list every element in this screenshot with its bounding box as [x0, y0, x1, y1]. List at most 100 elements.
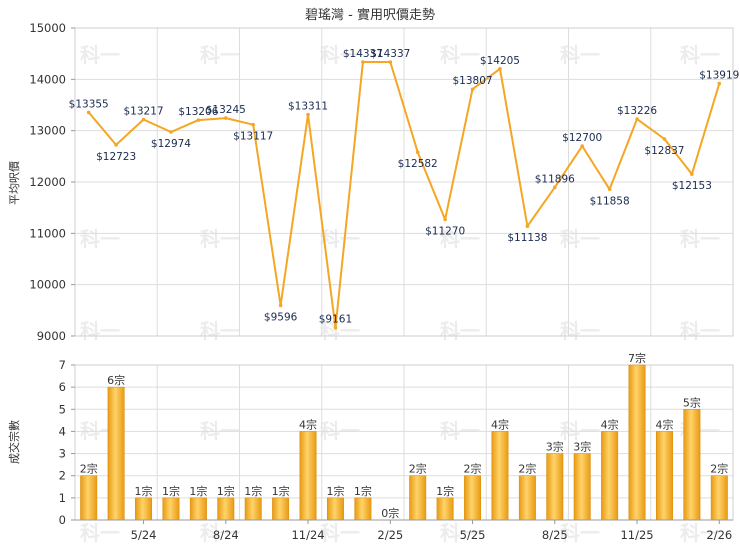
- watermark-text: 科一: [200, 319, 240, 343]
- bar-data-label: 2宗: [518, 462, 536, 476]
- watermark-text: 科一: [200, 521, 240, 545]
- bar-data-label: 1宗: [162, 484, 180, 498]
- watermark-text: 科一: [440, 227, 480, 251]
- watermark-text: 科一: [200, 227, 240, 251]
- watermark-text: 科一: [80, 227, 120, 251]
- line-data-label: $13206: [178, 106, 218, 118]
- volume-bar: [518, 475, 536, 521]
- line-data-label: $12582: [398, 158, 438, 170]
- price-point: [86, 110, 91, 115]
- bar-data-label: 1宗: [135, 484, 153, 498]
- price-point: [662, 137, 667, 141]
- watermark-text: 科一: [560, 319, 600, 343]
- price-point: [223, 116, 228, 120]
- volume-bar: [546, 453, 564, 521]
- line-data-label: $13245: [206, 104, 246, 116]
- bar-data-label: 4宗: [601, 417, 619, 431]
- axes: 9000 10000 11000 12000 13000 14000 15000 0 1 2 3 4 5…: [29, 21, 733, 542]
- bar-data-label: 4宗: [299, 417, 317, 431]
- price-point: [196, 118, 201, 122]
- price-point: [552, 185, 557, 190]
- price-line: [87, 61, 721, 329]
- volume-bar: [464, 475, 482, 521]
- chart-title: 碧瑤灣 - 實用呎價走勢: [305, 7, 435, 23]
- line-data-label: $11896: [535, 173, 575, 185]
- price-point: [251, 122, 256, 127]
- price-point: [361, 60, 365, 64]
- volume-bar: [80, 475, 98, 521]
- watermark-text: 科一: [80, 521, 120, 545]
- line-y-tick-label: 9000: [37, 329, 66, 343]
- watermark-text: 科一: [440, 521, 480, 545]
- bar-y-tick-label: 0: [59, 513, 66, 527]
- line-data-label: $12723: [96, 151, 136, 163]
- line-data-label: $13217: [123, 106, 163, 118]
- volume-bar: [107, 386, 125, 521]
- bar-data-label: 5宗: [683, 395, 701, 409]
- watermark-text: 科一: [680, 521, 720, 545]
- bar-data-label: 1宗: [189, 484, 207, 498]
- line-chart-grid: [74, 27, 734, 337]
- bar-data-label: 1宗: [272, 484, 290, 498]
- volume-bar: [135, 497, 153, 521]
- watermark-text: 科一: [80, 319, 120, 343]
- watermark-text: 科一: [680, 43, 720, 67]
- line-data-label: $9596: [264, 311, 298, 323]
- volume-bar: [272, 497, 290, 521]
- bar-y-axis-label: 成交宗數: [7, 420, 21, 464]
- volume-bar: [683, 409, 701, 521]
- watermark-text: 科一: [680, 319, 720, 343]
- bar-data-label: 1宗: [217, 484, 235, 498]
- volume-bar: [244, 497, 262, 521]
- watermark-text: 科一: [560, 43, 600, 67]
- x-tick-label: 8/24: [213, 528, 239, 542]
- watermark-text: 科一: [320, 521, 360, 545]
- watermark-text: 科一: [80, 43, 120, 67]
- bar-y-tick-label: 7: [59, 358, 66, 372]
- bar-data-label: 1宗: [244, 484, 262, 498]
- line-data-label: $14337: [370, 48, 410, 60]
- watermark-text: 科一: [680, 227, 720, 251]
- volume-bar: [162, 497, 180, 521]
- bar-data-label: 2宗: [80, 462, 98, 476]
- volume-bar: [710, 475, 728, 521]
- line-y-tick-label: 14000: [29, 72, 66, 86]
- bar-data-label: 4宗: [491, 417, 509, 431]
- watermark-text: 科一: [560, 227, 600, 251]
- line-y-tick-label: 11000: [29, 226, 66, 240]
- price-point: [415, 150, 420, 154]
- volume-bar: [655, 431, 673, 521]
- volume-bar: [409, 475, 427, 521]
- line-y-tick-label: 12000: [29, 175, 66, 189]
- watermark-text: 科一: [440, 319, 480, 343]
- price-point: [306, 112, 310, 117]
- line-data-label: $14337: [343, 48, 383, 60]
- line-y-tick-label: 15000: [29, 21, 66, 35]
- price-point: [498, 67, 502, 71]
- x-tick-label: 11/25: [620, 528, 653, 542]
- line-y-axis-label: 平均呎價: [7, 161, 21, 205]
- bar-y-tick-label: 1: [59, 491, 66, 505]
- price-point: [141, 117, 146, 122]
- volume-bar: [628, 364, 646, 521]
- watermark-text: 科一: [440, 43, 480, 67]
- line-data-label: $11138: [507, 232, 547, 244]
- volume-bar: [217, 497, 235, 521]
- price-point: [114, 143, 118, 147]
- bar-data-label: 6宗: [107, 373, 125, 387]
- watermark-text: 科一: [560, 521, 600, 545]
- x-tick-label: 2/26: [706, 528, 732, 542]
- line-series: [86, 60, 722, 330]
- bar-data-label: 0宗: [381, 506, 399, 520]
- line-data-label: $11858: [590, 195, 630, 207]
- line-data-label: $13311: [288, 101, 328, 113]
- bar-data-label: 7宗: [628, 351, 646, 365]
- price-point: [470, 87, 475, 92]
- price-point: [333, 325, 338, 330]
- price-point: [169, 130, 173, 134]
- bar-y-tick-label: 2: [59, 469, 66, 483]
- bar-data-label: 1宗: [354, 484, 372, 498]
- bar-data-label: 2宗: [464, 462, 482, 476]
